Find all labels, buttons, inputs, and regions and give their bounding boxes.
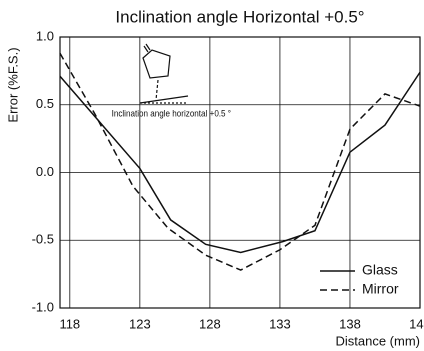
y-axis-label: Error (%F.S.) [5,47,20,122]
legend-label: Glass [362,262,398,278]
y-tick-label: 1.0 [36,28,54,43]
x-tick-label: 123 [129,316,151,331]
data-line [59,52,421,271]
x-tick-label: 143 [409,316,424,331]
legend-label: Mirror [362,281,399,297]
x-tick-label: 128 [199,316,221,331]
annotation: Inclination angle horizontal +0.5 ° [112,108,231,119]
x-axis-label: Distance (mm) [335,333,420,348]
x-tick-label: 118 [59,316,80,331]
y-tick-label: 0.0 [36,164,54,179]
sensor-icon [139,43,189,104]
x-tick-label: 138 [339,316,361,331]
data-line [59,71,421,254]
y-tick-label: -0.5 [32,232,54,247]
y-tick-label: -1.0 [32,299,54,314]
chart-title: Inclination angle Horizontal +0.5° [115,7,364,26]
x-tick-label: 133 [269,316,291,331]
y-tick-label: 0.5 [36,96,54,111]
